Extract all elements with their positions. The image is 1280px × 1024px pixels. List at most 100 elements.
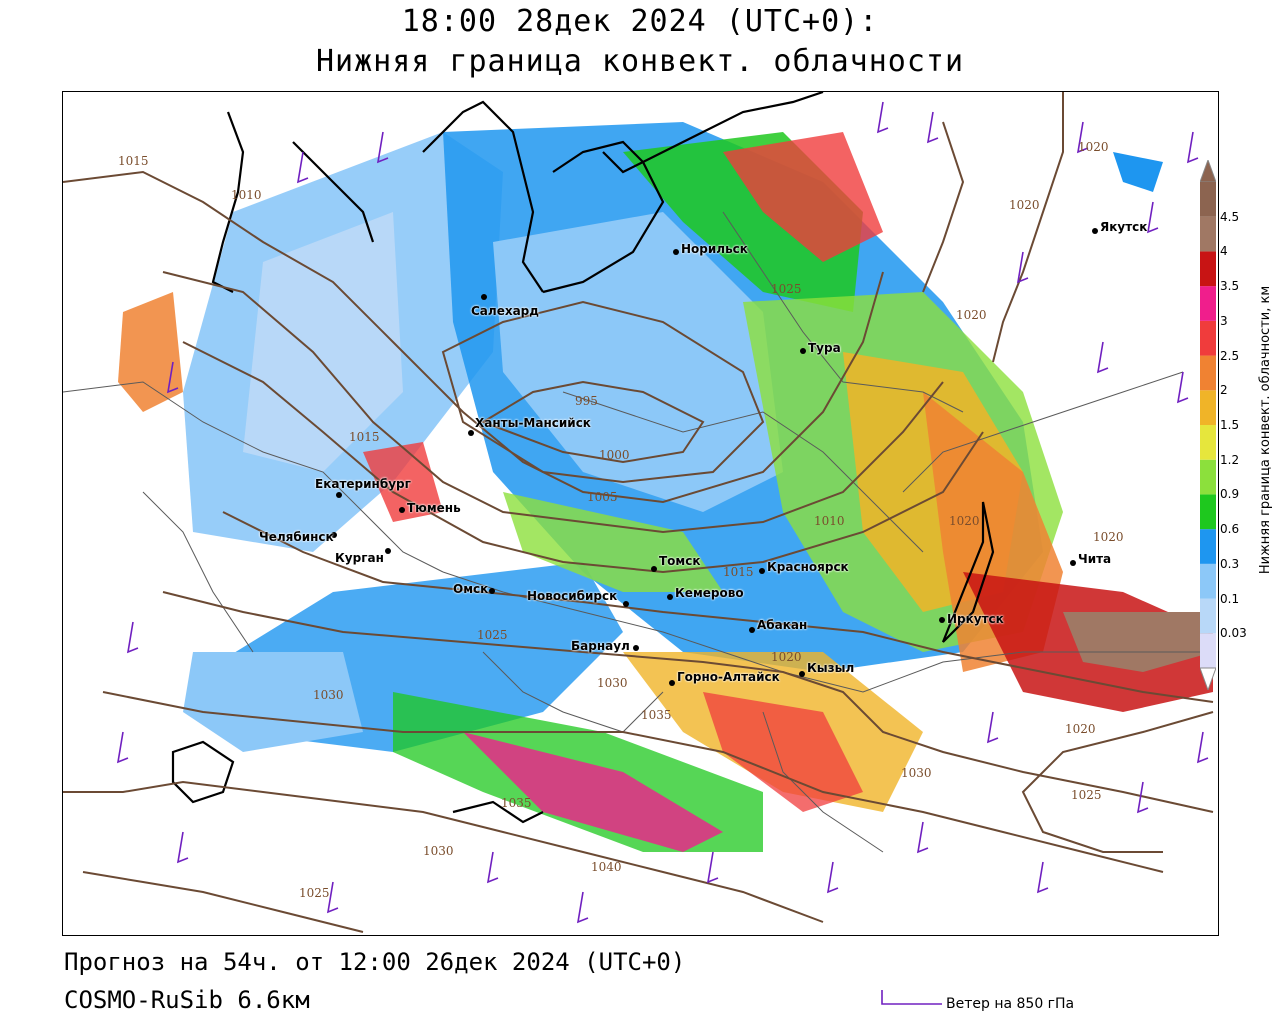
isobar-label: 1020 [1065, 722, 1096, 736]
city-dot [939, 617, 945, 623]
map-title: 18:00 28дек 2024 (UTC+0): [401, 4, 879, 39]
isobar-label: 1015 [723, 565, 754, 579]
colorbar-band [1200, 529, 1216, 564]
isobar-label: 1025 [477, 628, 508, 642]
wind-legend-barb-icon [881, 990, 942, 1005]
isobar-label: 1035 [641, 708, 672, 722]
colorbar-band [1200, 355, 1216, 391]
city-dot [669, 680, 675, 686]
colorbar-band [1200, 251, 1216, 287]
isobar-label: 1025 [771, 282, 802, 296]
city-khanty-mansiysk: Ханты-Мансийск [475, 416, 591, 430]
city-dot [385, 548, 391, 554]
isobars [63, 92, 1214, 933]
colorbar-bottom-tip [1200, 667, 1216, 690]
model-name: COSMO-RuSib 6.6км [64, 986, 310, 1014]
city-dot [651, 566, 657, 572]
isobar-label: 1020 [949, 514, 980, 528]
city-dot [399, 507, 405, 513]
city-dot [336, 492, 342, 498]
colorbar-band [1200, 459, 1216, 495]
city-norilsk: Норильск [681, 242, 748, 256]
city-dot [481, 294, 487, 300]
isobar-label: 1000 [599, 448, 630, 462]
colorbar-band [1200, 633, 1216, 668]
city-dot [799, 671, 805, 677]
city-chelyabinsk: Челябинск [259, 530, 334, 544]
city-dot [623, 601, 629, 607]
isobar-label: 1030 [901, 766, 932, 780]
colorbar-band [1200, 494, 1216, 530]
city-dot [673, 249, 679, 255]
weather-map: Якутск Норильск Салехард Тура Ханты-Манс… [62, 91, 1219, 936]
isobar-label: 1020 [956, 308, 987, 322]
city-dot [468, 430, 474, 436]
isobar-label: 1030 [597, 676, 628, 690]
isobar-label: 995 [575, 394, 598, 408]
colorbar-level-label: 2.5 [1220, 348, 1240, 363]
city-salekhard: Салехард [471, 304, 539, 318]
colorbar-band [1200, 390, 1216, 425]
colorbar-level-label: 0.9 [1220, 487, 1240, 502]
colorbar-band [1200, 286, 1216, 321]
colorbar-level-label: 3.5 [1220, 279, 1240, 294]
city-tomsk: Томск [659, 554, 701, 568]
colorbar-band [1200, 320, 1216, 356]
city-tyumen: Тюмень [407, 501, 461, 515]
isobar-label: 1015 [349, 430, 380, 444]
isobar-label: 1020 [1093, 530, 1124, 544]
city-dot [800, 348, 806, 354]
city-tura: Тура [808, 341, 841, 355]
admin-borders [63, 211, 1213, 853]
city-kyzyl: Кызыл [807, 661, 855, 675]
colorbar-level-label: 4.5 [1220, 209, 1240, 224]
isobar-label: 1005 [587, 490, 618, 504]
city-yakutsk: Якутск [1100, 220, 1148, 234]
city-gorno-altaysk: Горно-Алтайск [677, 670, 780, 684]
colorbar-level-label: 3 [1220, 313, 1228, 328]
city-dot [667, 594, 673, 600]
colorbar-level-label: 0.03 [1220, 626, 1247, 641]
isobar-label: 1035 [501, 796, 532, 810]
colorbar-level-label: 0.1 [1220, 591, 1240, 606]
city-yekaterinburg: Екатеринбург [315, 477, 411, 491]
city-dot [749, 627, 755, 633]
colorbar [1200, 160, 1216, 690]
map-subtitle: Нижняя граница конвект. облачности [315, 44, 965, 79]
coastlines [171, 92, 995, 824]
city-omsk: Омск [453, 582, 489, 596]
map-canvas [63, 92, 1214, 933]
city-dot [1092, 228, 1098, 234]
city-abakan: Абакан [757, 618, 808, 632]
city-kurgan: Курган [335, 551, 384, 565]
isobar-label: 1040 [591, 860, 622, 874]
isobar-label: 1020 [1009, 198, 1040, 212]
city-chita: Чита [1078, 552, 1112, 566]
isobar-label: 1025 [299, 886, 330, 900]
colorbar-level-label: 1.5 [1220, 418, 1240, 432]
city-dot [331, 532, 337, 538]
city-krasnoyarsk: Красноярск [767, 560, 849, 574]
colorbar-level-label: 4 [1220, 244, 1228, 259]
colorbar-band [1200, 563, 1216, 599]
city-dot [489, 588, 495, 594]
wind-barbs [116, 101, 1209, 924]
colorbar-band [1200, 598, 1216, 634]
colorbar-band [1200, 216, 1216, 252]
isobar-label: 1010 [814, 514, 845, 528]
colorbar-top-tip [1200, 160, 1216, 183]
isobar-label: 1020 [1078, 140, 1109, 154]
city-dot [1070, 560, 1076, 566]
colorbar-level-label: 1.2 [1220, 452, 1240, 467]
cloud-field [118, 122, 1213, 852]
city-irkutsk: Иркутск [947, 612, 1004, 626]
forecast-info: Прогноз на 54ч. от 12:00 26дек 2024 (UTC… [64, 948, 686, 976]
colorbar-level-label: 0.6 [1220, 522, 1240, 537]
colorbar-title: Нижняя граница конвект. облачности, км [1258, 285, 1273, 575]
city-dot [633, 645, 639, 651]
isobar-label: 1010 [231, 188, 262, 202]
colorbar-level-label: 0.3 [1220, 556, 1240, 571]
city-barnaul: Барнаул [571, 639, 630, 653]
city-novosibirsk: Новосибирск [527, 589, 618, 603]
isobar-label: 1030 [313, 688, 344, 702]
